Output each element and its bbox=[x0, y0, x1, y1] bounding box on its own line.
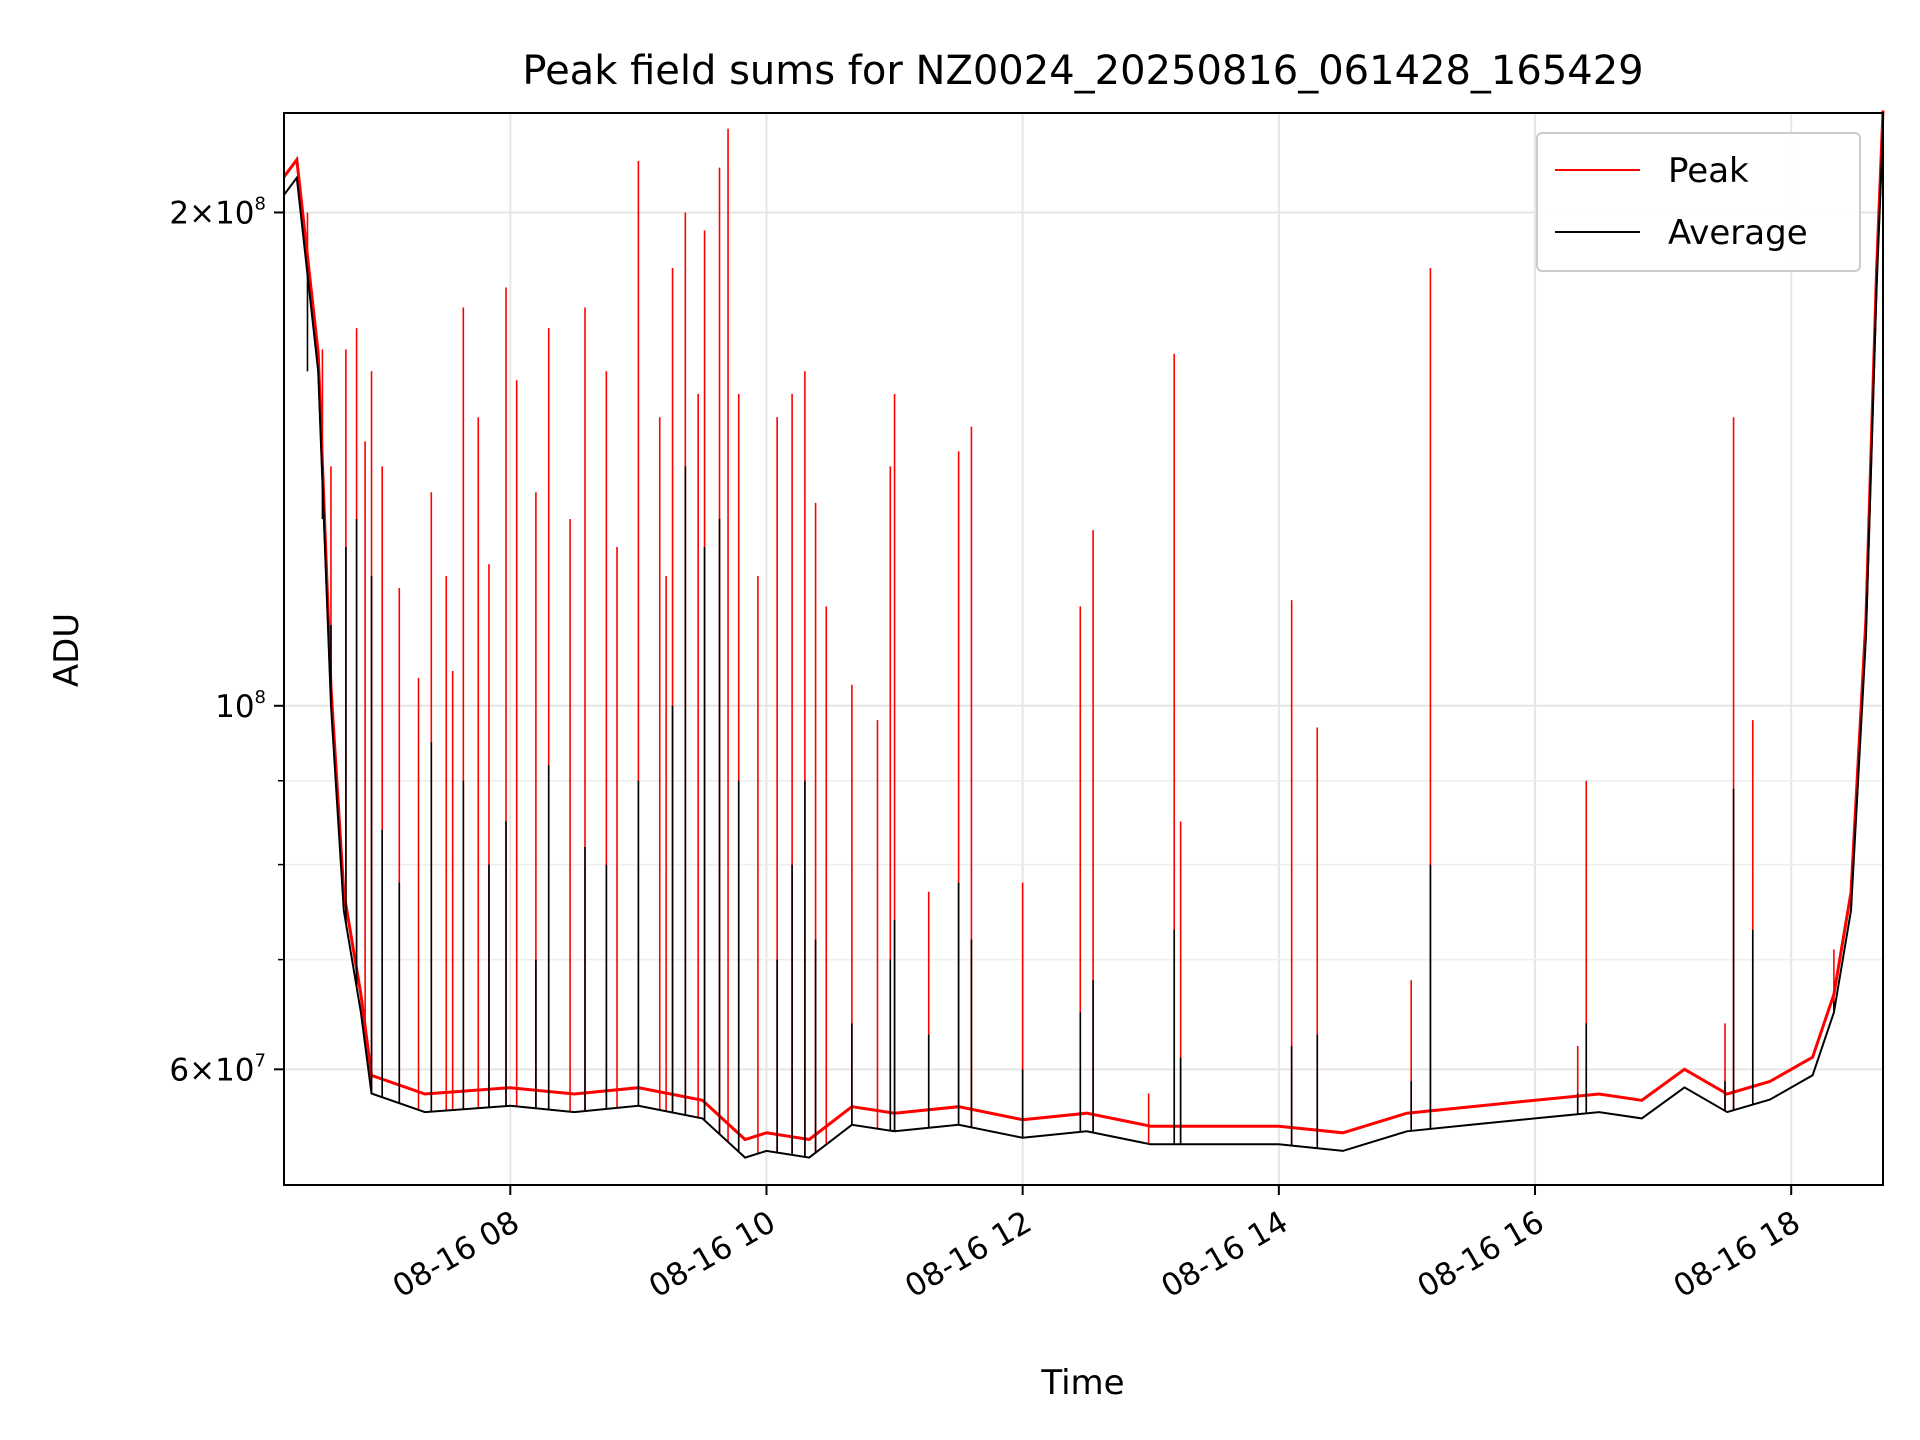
y-tick-label: 108 bbox=[215, 687, 266, 725]
legend-label-peak: Peak bbox=[1668, 151, 1749, 191]
legend: Peak Average bbox=[1536, 132, 1861, 272]
y-axis: 2×108 108 6×107 bbox=[169, 193, 284, 1088]
x-tick-label: 08-16 18 bbox=[1668, 1204, 1807, 1305]
legend-box bbox=[1536, 132, 1861, 272]
series-line bbox=[282, 110, 1885, 1142]
x-tick-label: 08-16 12 bbox=[899, 1204, 1038, 1305]
series-layer bbox=[282, 110, 1885, 1159]
series-line bbox=[283, 128, 1884, 1159]
plot-frame bbox=[283, 112, 1884, 1186]
y-tick-label: 6×107 bbox=[169, 1050, 266, 1088]
x-axis-label: Time bbox=[1040, 1363, 1124, 1403]
series-peak bbox=[282, 110, 1885, 1157]
x-tick-label: 08-16 14 bbox=[1155, 1204, 1294, 1305]
grid bbox=[284, 113, 1883, 1185]
y-tick-label: 2×108 bbox=[169, 193, 266, 231]
legend-label-average: Average bbox=[1668, 213, 1808, 253]
x-tick-label: 08-16 10 bbox=[643, 1204, 782, 1305]
x-tick-label: 08-16 16 bbox=[1412, 1204, 1551, 1305]
x-axis: 08-16 08 08-16 10 08-16 12 08-16 14 08-16 16… bbox=[387, 1185, 1807, 1305]
series-average bbox=[283, 128, 1884, 1159]
chart-title: Peak field sums for NZ0024_20250816_0614… bbox=[522, 48, 1643, 94]
y-axis-label: ADU bbox=[47, 613, 87, 687]
x-tick-label: 08-16 08 bbox=[387, 1204, 526, 1305]
